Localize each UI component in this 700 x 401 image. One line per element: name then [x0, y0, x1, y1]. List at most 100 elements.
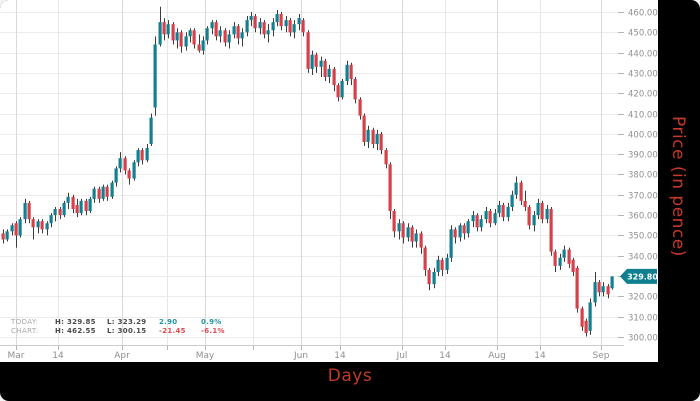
price-chart-plot[interactable]: 300.00310.00320.00330.00340.00350.00360.… — [0, 0, 658, 362]
candle[interactable] — [118, 152, 122, 173]
candle[interactable] — [567, 247, 571, 268]
candle[interactable] — [501, 202, 505, 222]
candle[interactable] — [292, 20, 296, 39]
candle[interactable] — [205, 26, 209, 45]
candle[interactable] — [188, 28, 192, 43]
candle[interactable] — [258, 18, 262, 35]
candle[interactable] — [227, 30, 231, 49]
candle[interactable] — [45, 221, 49, 236]
candle[interactable] — [553, 249, 557, 272]
candle[interactable] — [432, 267, 436, 289]
candle[interactable] — [175, 28, 179, 49]
candle[interactable] — [158, 6, 162, 47]
candle[interactable] — [236, 24, 240, 45]
candle[interactable] — [18, 217, 22, 238]
candle[interactable] — [466, 219, 470, 238]
candle[interactable] — [384, 148, 388, 169]
candle[interactable] — [84, 198, 88, 216]
candle[interactable] — [253, 14, 257, 33]
candle[interactable] — [445, 253, 449, 274]
candle[interactable] — [397, 219, 401, 240]
candle[interactable] — [449, 225, 453, 262]
candle[interactable] — [297, 14, 301, 31]
candle[interactable] — [406, 223, 410, 242]
candle[interactable] — [197, 34, 201, 53]
candle[interactable] — [479, 215, 483, 232]
candle[interactable] — [88, 196, 92, 214]
candle[interactable] — [201, 36, 205, 55]
candle[interactable] — [458, 223, 462, 242]
candle[interactable] — [510, 190, 514, 212]
candle[interactable] — [532, 211, 536, 232]
candle[interactable] — [575, 265, 579, 313]
candle[interactable] — [306, 30, 310, 73]
candle[interactable] — [179, 30, 183, 53]
candle[interactable] — [549, 206, 553, 256]
candle[interactable] — [210, 20, 214, 35]
candle[interactable] — [132, 160, 136, 181]
candle[interactable] — [79, 198, 83, 216]
candle[interactable] — [310, 50, 314, 75]
candle[interactable] — [601, 282, 605, 297]
candle[interactable] — [114, 166, 118, 187]
candle[interactable] — [427, 267, 431, 291]
candle[interactable] — [232, 22, 236, 39]
candle[interactable] — [597, 280, 601, 297]
candle[interactable] — [545, 204, 549, 224]
candle[interactable] — [14, 221, 18, 248]
candle[interactable] — [353, 76, 357, 104]
candle[interactable] — [319, 56, 323, 77]
candle[interactable] — [288, 18, 292, 37]
candle[interactable] — [58, 206, 62, 220]
candle[interactable] — [580, 306, 584, 331]
candle[interactable] — [101, 184, 105, 201]
candle[interactable] — [105, 184, 109, 201]
candle[interactable] — [27, 200, 31, 224]
candle[interactable] — [192, 28, 196, 49]
candle[interactable] — [10, 223, 14, 236]
candle[interactable] — [75, 198, 79, 218]
candle[interactable] — [523, 190, 527, 212]
candle[interactable] — [31, 217, 35, 240]
candle[interactable] — [462, 223, 466, 240]
candle[interactable] — [571, 257, 575, 277]
candle[interactable] — [71, 194, 75, 214]
candle[interactable] — [171, 22, 175, 45]
candle[interactable] — [484, 206, 488, 224]
candle[interactable] — [593, 271, 597, 307]
candle[interactable] — [610, 276, 614, 290]
candle[interactable] — [184, 32, 188, 51]
candle[interactable] — [266, 24, 270, 43]
candle[interactable] — [488, 209, 492, 228]
candle[interactable] — [375, 129, 379, 151]
candle[interactable] — [166, 20, 170, 39]
candle[interactable] — [440, 257, 444, 277]
candle[interactable] — [262, 20, 266, 39]
candle[interactable] — [410, 225, 414, 248]
candle[interactable] — [588, 298, 592, 335]
candle[interactable] — [23, 198, 27, 224]
candle[interactable] — [66, 192, 70, 210]
candle[interactable] — [358, 97, 362, 120]
candle[interactable] — [362, 113, 366, 147]
candle[interactable] — [314, 52, 318, 73]
candle[interactable] — [97, 186, 101, 203]
candle[interactable] — [275, 9, 279, 27]
candle[interactable] — [110, 180, 114, 199]
candle[interactable] — [136, 148, 140, 167]
candle[interactable] — [149, 113, 153, 147]
candle[interactable] — [279, 12, 283, 31]
candle[interactable] — [493, 209, 497, 226]
candle[interactable] — [5, 229, 9, 242]
candle[interactable] — [36, 219, 40, 234]
candle[interactable] — [606, 284, 610, 299]
candle[interactable] — [53, 206, 57, 222]
candle[interactable] — [284, 16, 288, 33]
candle[interactable] — [323, 58, 327, 82]
candle[interactable] — [301, 18, 305, 37]
candle[interactable] — [558, 253, 562, 270]
candle[interactable] — [388, 162, 392, 220]
candle[interactable] — [62, 200, 66, 218]
candle[interactable] — [366, 125, 370, 149]
candle[interactable] — [153, 36, 157, 116]
